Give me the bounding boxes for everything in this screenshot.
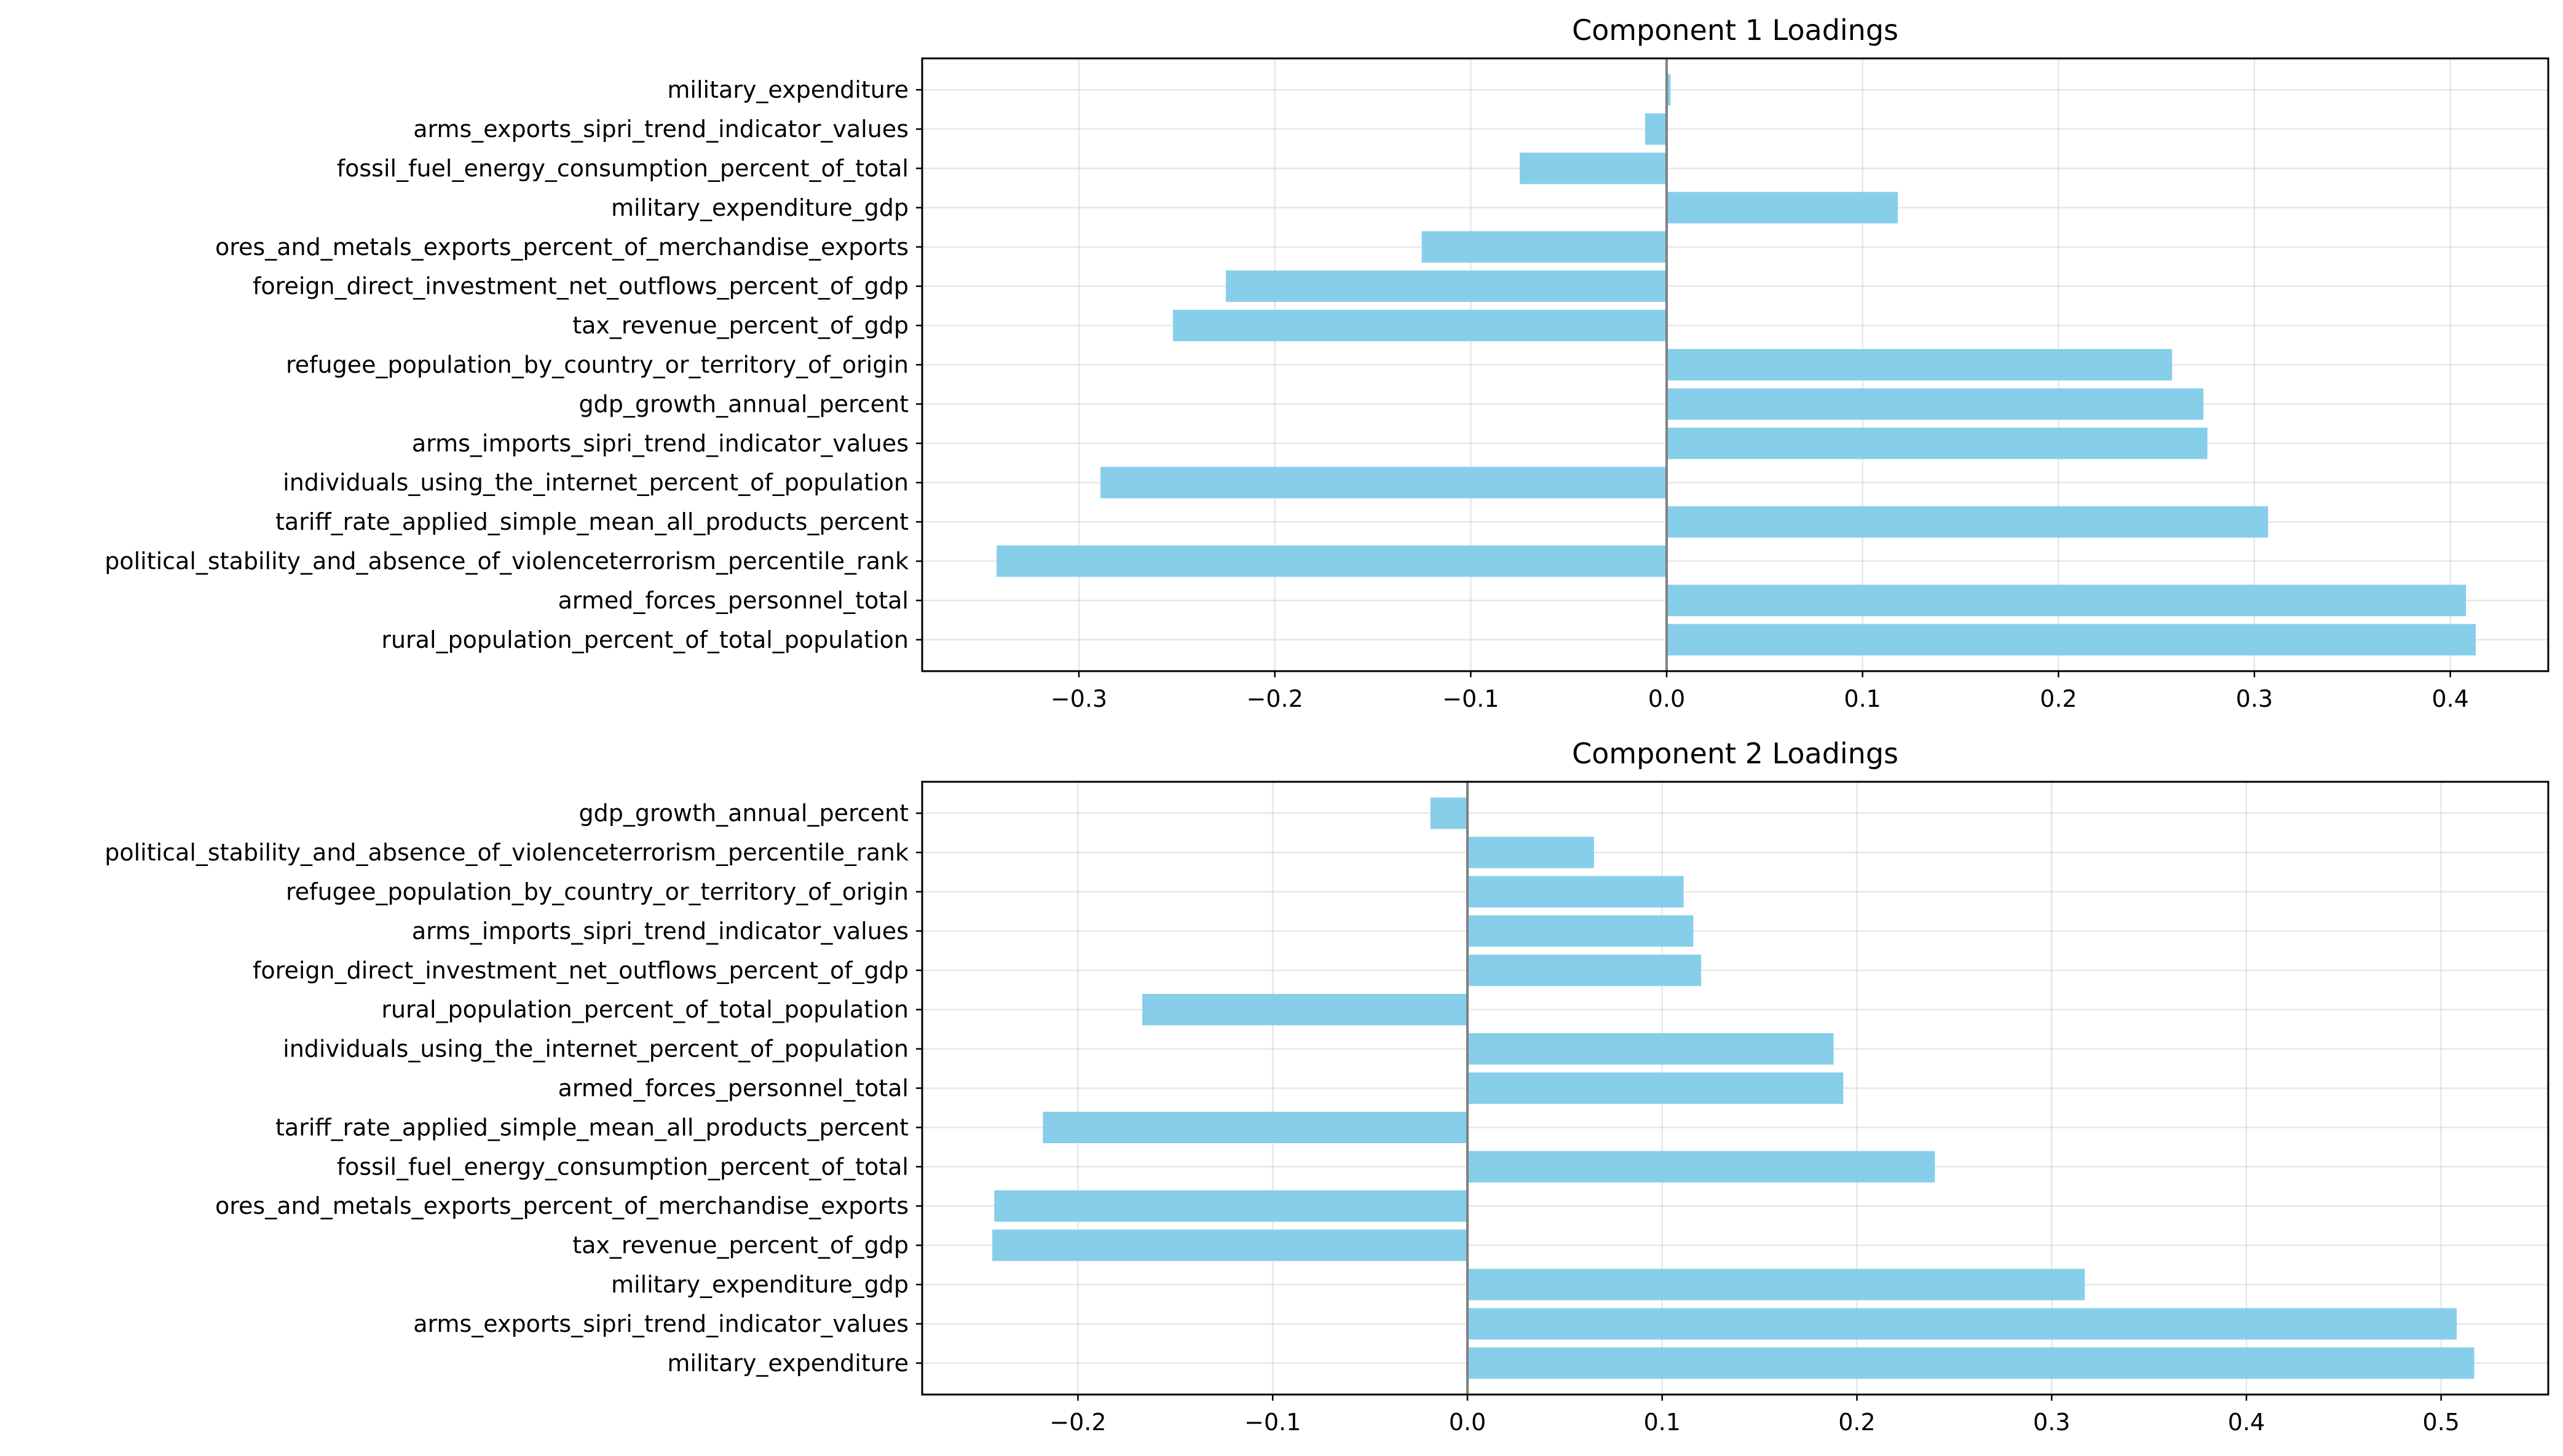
bar: [1100, 466, 1667, 498]
bar: [1467, 1347, 2474, 1379]
y-tick-label: fossil_fuel_energy_consumption_percent_o…: [337, 155, 909, 182]
bar: [1467, 1072, 1844, 1104]
chart-title: Component 2 Loadings: [1572, 737, 1898, 770]
y-tick-label: arms_imports_sipri_trend_indicator_value…: [412, 430, 909, 457]
y-tick-label: ores_and_metals_exports_percent_of_merch…: [215, 234, 909, 261]
chart-title: Component 1 Loadings: [1572, 14, 1898, 47]
y-tick-label: fossil_fuel_energy_consumption_percent_o…: [337, 1153, 909, 1180]
x-tick-label: 0.0: [1449, 1409, 1486, 1436]
bar: [1666, 74, 1671, 106]
bar: [992, 1229, 1467, 1261]
y-tick-label: arms_exports_sipri_trend_indicator_value…: [413, 116, 909, 143]
y-tick-label: political_stability_and_absence_of_viole…: [105, 548, 909, 575]
bar: [1467, 1308, 2457, 1340]
y-tick-label: armed_forces_personnel_total: [558, 1075, 909, 1102]
bar: [1142, 994, 1467, 1026]
y-tick-label: foreign_direct_investment_net_outflows_p…: [253, 957, 909, 984]
x-tick-label: −0.1: [1442, 685, 1499, 712]
y-tick-label: individuals_using_the_internet_percent_o…: [283, 469, 909, 496]
y-tick-label: gdp_growth_annual_percent: [579, 800, 909, 827]
bar: [997, 545, 1667, 577]
bar: [1467, 1269, 2085, 1301]
bar: [1421, 231, 1667, 263]
y-tick-label: armed_forces_personnel_total: [558, 587, 909, 614]
x-tick-label: −0.2: [1246, 685, 1303, 712]
x-tick-label: 0.2: [1838, 1409, 1875, 1436]
y-tick-label: rural_population_percent_of_total_popula…: [381, 996, 909, 1023]
y-tick-label: political_stability_and_absence_of_viole…: [105, 839, 909, 866]
chart-panel-1: military_expenditure arms_exports_sipri_t…: [105, 14, 2549, 712]
x-tick-label: 0.3: [2033, 1409, 2070, 1436]
bar: [994, 1190, 1467, 1222]
y-tick-label: tariff_rate_applied_simple_mean_all_prod…: [275, 508, 909, 535]
x-tick-label: 0.2: [2040, 685, 2077, 712]
bar: [1666, 427, 2208, 459]
y-tick-label: tax_revenue_percent_of_gdp: [572, 312, 909, 339]
y-tick-label: refugee_population_by_country_or_territo…: [286, 878, 909, 905]
bar: [1666, 624, 2476, 656]
chart-panel-2: gdp_growth_annual_percent political_stabi…: [105, 737, 2549, 1436]
bar: [1519, 152, 1667, 184]
bar: [1172, 310, 1667, 342]
x-tick-label: −0.3: [1051, 685, 1107, 712]
bar: [1666, 348, 2173, 381]
y-tick-label: refugee_population_by_country_or_territo…: [286, 352, 909, 379]
y-tick-label: military_expenditure_gdp: [611, 194, 909, 221]
x-tick-label: −0.1: [1244, 1409, 1301, 1436]
y-tick-label: tariff_rate_applied_simple_mean_all_prod…: [275, 1114, 909, 1141]
y-tick-label: military_expenditure_gdp: [611, 1271, 909, 1298]
bar: [1666, 388, 2204, 420]
bar: [1467, 876, 1684, 908]
x-tick-label: 0.3: [2236, 685, 2273, 712]
bar: [1467, 915, 1694, 947]
y-tick-label: rural_population_percent_of_total_popula…: [381, 626, 909, 653]
x-tick-label: 0.4: [2228, 1409, 2265, 1436]
x-tick-label: 0.0: [1648, 685, 1685, 712]
y-tick-label: military_expenditure: [667, 1350, 909, 1377]
bar: [1467, 1151, 1935, 1183]
bar: [1666, 584, 2466, 616]
y-tick-label: ores_and_metals_exports_percent_of_merch…: [215, 1192, 909, 1219]
x-tick-label: 0.1: [1844, 685, 1881, 712]
y-tick-label: tax_revenue_percent_of_gdp: [572, 1232, 909, 1259]
bar: [1043, 1111, 1467, 1143]
x-tick-label: −0.2: [1049, 1409, 1106, 1436]
x-tick-label: 0.4: [2431, 685, 2468, 712]
bar: [1430, 797, 1467, 829]
y-tick-label: individuals_using_the_internet_percent_o…: [283, 1036, 909, 1063]
x-tick-label: 0.1: [1643, 1409, 1680, 1436]
bar: [1645, 113, 1667, 145]
bar: [1467, 954, 1702, 986]
bar: [1467, 1033, 1834, 1065]
bar: [1666, 506, 2269, 538]
bar: [1666, 192, 1898, 224]
bar: [1225, 270, 1667, 302]
x-tick-label: 0.5: [2423, 1409, 2460, 1436]
y-tick-label: arms_imports_sipri_trend_indicator_value…: [412, 918, 909, 945]
y-tick-label: arms_exports_sipri_trend_indicator_value…: [413, 1310, 909, 1337]
bar: [1467, 836, 1594, 868]
y-tick-label: foreign_direct_investment_net_outflows_p…: [253, 273, 909, 300]
y-tick-label: military_expenditure: [667, 76, 909, 103]
y-tick-label: gdp_growth_annual_percent: [579, 390, 909, 417]
